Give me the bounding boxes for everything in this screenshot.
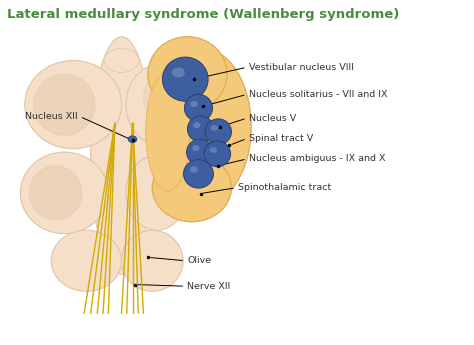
- Ellipse shape: [146, 72, 190, 191]
- Text: Lateral medullary syndrome (Wallenberg syndrome): Lateral medullary syndrome (Wallenberg s…: [7, 8, 400, 21]
- Ellipse shape: [188, 116, 214, 142]
- Ellipse shape: [204, 141, 230, 167]
- Text: Nucleus XII: Nucleus XII: [25, 112, 78, 121]
- Text: Spinothalamic tract: Spinothalamic tract: [238, 183, 331, 192]
- Ellipse shape: [126, 156, 188, 230]
- Ellipse shape: [126, 64, 196, 145]
- Ellipse shape: [51, 230, 121, 291]
- Text: Spinal tract V: Spinal tract V: [249, 134, 313, 143]
- Text: Vestibular nucleus VIII: Vestibular nucleus VIII: [249, 63, 354, 72]
- Ellipse shape: [187, 139, 213, 165]
- Ellipse shape: [34, 74, 95, 135]
- Ellipse shape: [191, 101, 198, 107]
- Ellipse shape: [205, 119, 231, 145]
- Ellipse shape: [210, 147, 217, 153]
- Ellipse shape: [121, 230, 183, 291]
- Text: Nucleus solitarius - VII and IX: Nucleus solitarius - VII and IX: [249, 90, 388, 99]
- Ellipse shape: [25, 60, 121, 149]
- Ellipse shape: [193, 122, 201, 128]
- Text: Nucleus V: Nucleus V: [249, 114, 296, 123]
- Ellipse shape: [172, 68, 185, 78]
- Ellipse shape: [144, 72, 188, 123]
- Ellipse shape: [184, 95, 212, 121]
- Ellipse shape: [163, 57, 208, 101]
- Ellipse shape: [148, 37, 227, 111]
- Ellipse shape: [183, 160, 213, 188]
- Text: Nerve XII: Nerve XII: [188, 282, 231, 291]
- Ellipse shape: [190, 166, 198, 173]
- Ellipse shape: [152, 154, 231, 222]
- Ellipse shape: [155, 49, 251, 205]
- Text: Nucleus ambiguus - IX and X: Nucleus ambiguus - IX and X: [249, 155, 385, 164]
- Ellipse shape: [104, 49, 139, 72]
- Ellipse shape: [29, 166, 82, 220]
- Ellipse shape: [210, 125, 218, 131]
- Ellipse shape: [91, 37, 152, 274]
- Text: Olive: Olive: [188, 256, 211, 265]
- Ellipse shape: [192, 145, 200, 151]
- Ellipse shape: [20, 152, 109, 234]
- Circle shape: [128, 136, 137, 142]
